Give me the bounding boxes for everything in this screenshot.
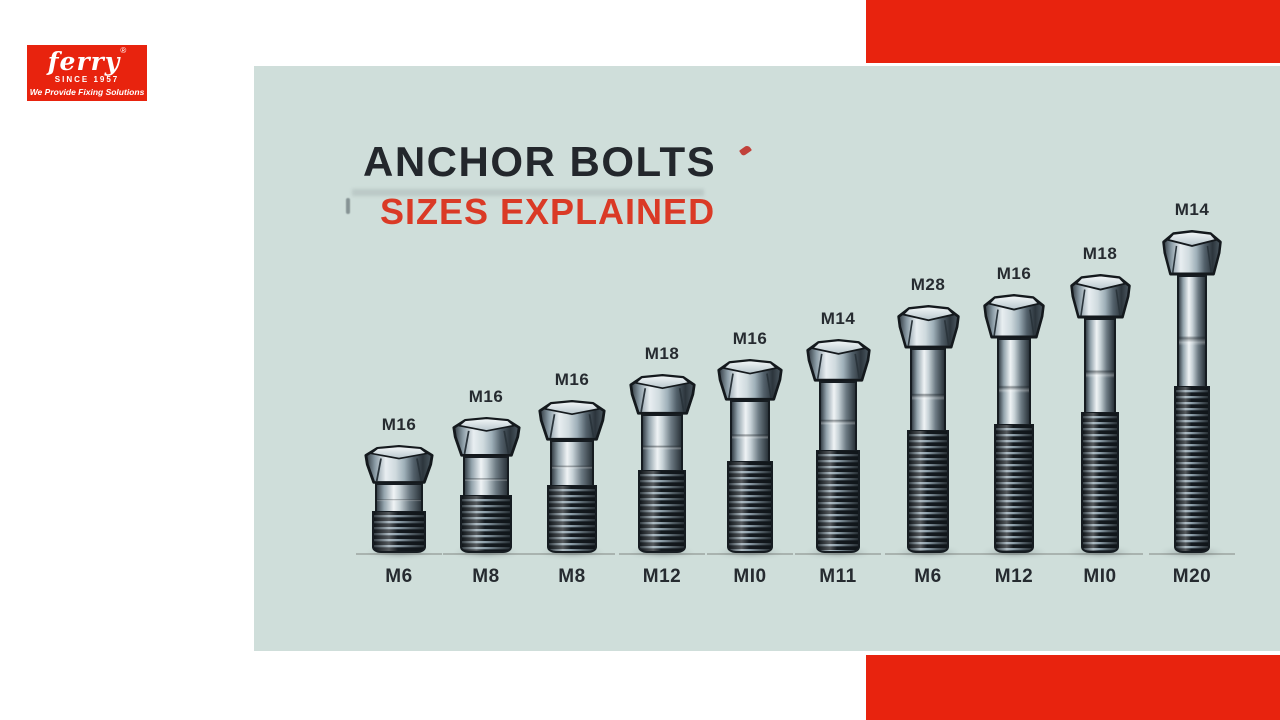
bolt-shank (1177, 275, 1207, 386)
bolt-head-size-label: M16 (468, 387, 504, 406)
title-line-sizes-explained: SIZES EXPLAINED (380, 191, 716, 233)
bolt-head-size-label: M16 (732, 329, 768, 348)
ferry-logo: ferry® SINCE 1957 We Provide Fixing Solu… (27, 45, 147, 101)
bolt-diameter-label: M20 (1172, 566, 1212, 587)
bolt-diameter-label: MI0 (733, 566, 767, 587)
bolt-threads (994, 424, 1034, 553)
bolt-head-illustration (717, 359, 783, 401)
bolt-item: M16 MI0 (706, 329, 794, 586)
bolt-head-size-label: M28 (910, 275, 946, 294)
bolt-head-size-label: M18 (644, 344, 680, 363)
bolt-ground-line (529, 553, 615, 555)
bolt-threads (638, 470, 686, 553)
registered-trademark-icon: ® (120, 46, 127, 55)
bolt-head-size-label: M18 (1082, 244, 1118, 263)
poster-title: ANCHOR BOLTS SIZES EXPLAINED (363, 138, 717, 233)
logo-since-text: SINCE 1957 (54, 75, 120, 84)
bolt-head-illustration (364, 445, 434, 484)
bolt-shank (910, 348, 946, 430)
bolt-shank (375, 483, 423, 511)
bolt-shank (819, 381, 857, 450)
bolt-diameter-label: M8 (472, 566, 500, 587)
bolt-head-illustration (628, 374, 696, 415)
bolt-head-size-label: M16 (381, 415, 417, 434)
bolt-ground-line (795, 553, 881, 555)
top-right-red-block (866, 0, 1280, 63)
title-line-anchor-bolts: ANCHOR BOLTS (363, 138, 717, 185)
bolt-diameter-label: MI0 (1083, 566, 1117, 587)
bolt-diameter-label: M6 (914, 566, 942, 587)
bolt-diameter-label: M12 (994, 566, 1034, 587)
bolt-item: M14 M11 (794, 309, 882, 586)
bolt-threads (372, 511, 426, 553)
bolt-threads (1174, 386, 1210, 553)
bolt-threads (547, 485, 597, 553)
bolt-item: M18 M12 (618, 344, 706, 586)
bolt-ground-line (971, 553, 1057, 555)
bolt-item: M16 M8 (442, 387, 530, 586)
bolt-ground-line (1057, 553, 1143, 555)
bolt-head-illustration (451, 417, 521, 457)
bolt-head-illustration (1162, 230, 1222, 276)
bolt-head-size-label: M14 (820, 309, 856, 328)
bolt-head-size-label: M16 (996, 264, 1032, 283)
bolt-shank (1084, 318, 1116, 412)
logo-brand-text: ferry (47, 47, 121, 76)
bolt-head-illustration (538, 400, 606, 441)
bolt-item: M18 MI0 (1056, 244, 1144, 586)
bolt-head-size-label: M16 (554, 370, 590, 389)
bolt-shank (463, 456, 509, 495)
bolt-diameter-label: M12 (642, 566, 682, 587)
bolt-ground-line (356, 553, 442, 555)
bolt-threads (727, 461, 773, 553)
bolt-head-illustration (983, 294, 1045, 339)
bolt-ground-line (443, 553, 529, 555)
small-ink-mark-artifact (346, 198, 350, 214)
bolt-threads (907, 430, 949, 553)
bolt-threads (460, 495, 512, 553)
logo-brand-row: ferry® (47, 46, 127, 76)
bolt-threads (1081, 412, 1119, 553)
bolt-shank (997, 338, 1031, 424)
logo-tagline-text: We Provide Fixing Solutions (29, 87, 145, 97)
bolt-item: M16 M12 (970, 264, 1058, 586)
bolt-diameter-label: M8 (558, 566, 586, 587)
bolt-shank (641, 414, 683, 470)
bolt-shank (730, 400, 770, 461)
bolt-head-size-label: M14 (1174, 200, 1210, 219)
bolt-ground-line (707, 553, 793, 555)
bolt-head-illustration (1069, 274, 1131, 319)
bolt-head-illustration (805, 339, 871, 382)
bottom-right-red-block (866, 655, 1280, 720)
bolt-diameter-label: M11 (819, 566, 857, 587)
bolt-diameter-label: M6 (385, 566, 413, 587)
bolt-ground-line (619, 553, 705, 555)
bolt-shank (550, 440, 594, 485)
faded-ghost-text-artifact (352, 189, 704, 196)
bolt-threads (816, 450, 860, 553)
bolt-head-illustration (896, 305, 960, 349)
bolt-item: M14 M20 (1148, 200, 1236, 586)
bolt-ground-line (885, 553, 971, 555)
bolt-item: M28 M6 (884, 275, 972, 586)
bolt-ground-line (1149, 553, 1235, 555)
bolt-item: M16 M8 (528, 370, 616, 586)
bolt-item: M16 M6 (355, 415, 443, 586)
